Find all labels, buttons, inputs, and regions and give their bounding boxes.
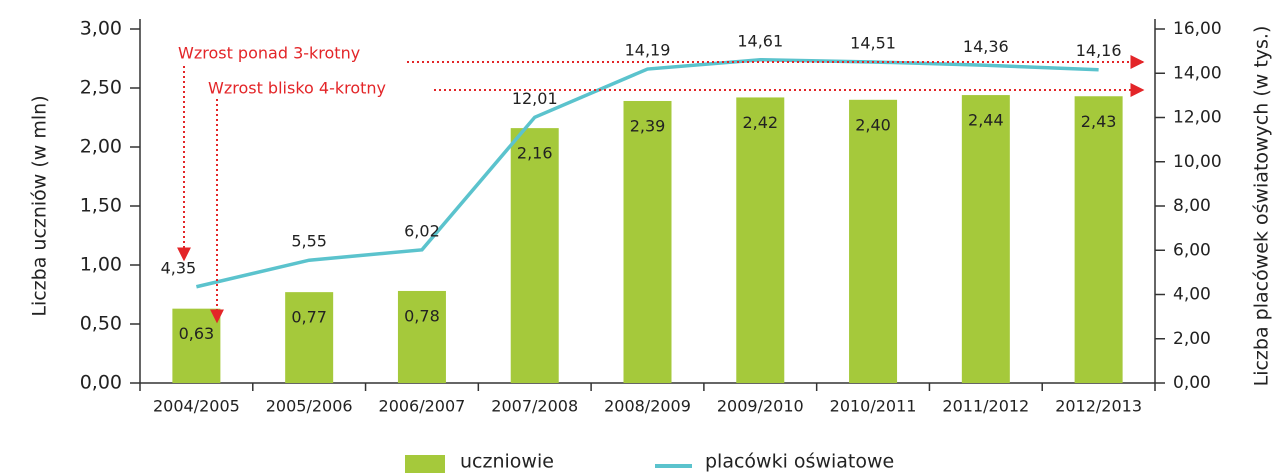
bar: [172, 308, 221, 383]
x-tick-label: 2012/2013: [1055, 397, 1142, 416]
y2-tick-label: 6,00: [1173, 240, 1211, 260]
y-tick-label: 0,00: [80, 372, 122, 394]
x-tick-label: 2008/2009: [604, 397, 691, 416]
x-tick-label: 2010/2011: [830, 397, 917, 416]
line-value-label: 14,61: [737, 31, 783, 50]
legend-swatch: [405, 455, 445, 473]
y-tick-label: 3,00: [80, 18, 122, 40]
y-tick-label: 2,00: [80, 136, 122, 158]
line-value-label: 14,19: [625, 41, 671, 60]
y2-tick-label: 4,00: [1173, 285, 1211, 305]
y-axis-title: Liczba uczniów (w mln): [29, 95, 51, 316]
y-tick-label: 1,00: [80, 254, 122, 276]
bar-value-label: 2,42: [742, 113, 778, 132]
annotation: Wzrost ponad 3-krotny: [178, 44, 360, 63]
x-tick-label: 2006/2007: [379, 397, 466, 416]
legend-label: placówki oświatowe: [705, 451, 894, 473]
annotation: Wzrost blisko 4-krotny: [208, 79, 386, 98]
bar-value-label: 2,43: [1081, 112, 1117, 131]
bar-value-label: 0,77: [291, 308, 327, 327]
line-value-label: 6,02: [404, 221, 440, 240]
bar: [623, 100, 672, 383]
y2-tick-label: 0,00: [1173, 373, 1211, 393]
x-tick-label: 2004/2005: [153, 397, 240, 416]
line-value-label: 12,01: [512, 89, 558, 108]
x-tick-label: 2005/2006: [266, 397, 353, 416]
bar: [1074, 96, 1123, 383]
y2-axis-title: Liczba placówek oświatowych (w tys.): [1251, 26, 1273, 387]
bar-value-label: 2,16: [517, 144, 553, 163]
y2-tick-label: 8,00: [1173, 196, 1211, 216]
bar: [961, 95, 1010, 383]
x-tick-label: 2011/2012: [942, 397, 1029, 416]
y2-tick-label: 12,00: [1173, 108, 1222, 128]
y-tick-label: 2,50: [80, 77, 122, 99]
bar: [285, 292, 334, 383]
line-value-label: 14,51: [850, 33, 896, 52]
line: [195, 58, 1099, 289]
line-value-label: 4,35: [161, 258, 197, 277]
bar: [849, 99, 898, 384]
y2-tick-label: 10,00: [1173, 152, 1222, 172]
x-tick-label: 2007/2008: [491, 397, 578, 416]
y2-tick-label: 14,00: [1173, 63, 1222, 83]
legend-label: uczniowie: [460, 451, 554, 473]
bar-value-label: 0,63: [179, 324, 215, 343]
bar-value-label: 2,44: [968, 111, 1004, 130]
x-tick-label: 2009/2010: [717, 397, 804, 416]
line-value-label: 14,16: [1076, 41, 1122, 60]
line-value-label: 14,36: [963, 37, 1009, 56]
bar-value-label: 0,78: [404, 306, 440, 325]
bar: [736, 97, 785, 383]
bar: [510, 128, 559, 383]
y2-tick-label: 2,00: [1173, 329, 1211, 349]
y-tick-label: 0,50: [80, 313, 122, 335]
y2-tick-label: 16,00: [1173, 19, 1222, 39]
y-tick-label: 1,50: [80, 195, 122, 217]
bar-value-label: 2,39: [630, 116, 666, 135]
line-value-label: 5,55: [291, 232, 327, 251]
bar-value-label: 2,40: [855, 115, 891, 134]
bar: [397, 290, 446, 383]
